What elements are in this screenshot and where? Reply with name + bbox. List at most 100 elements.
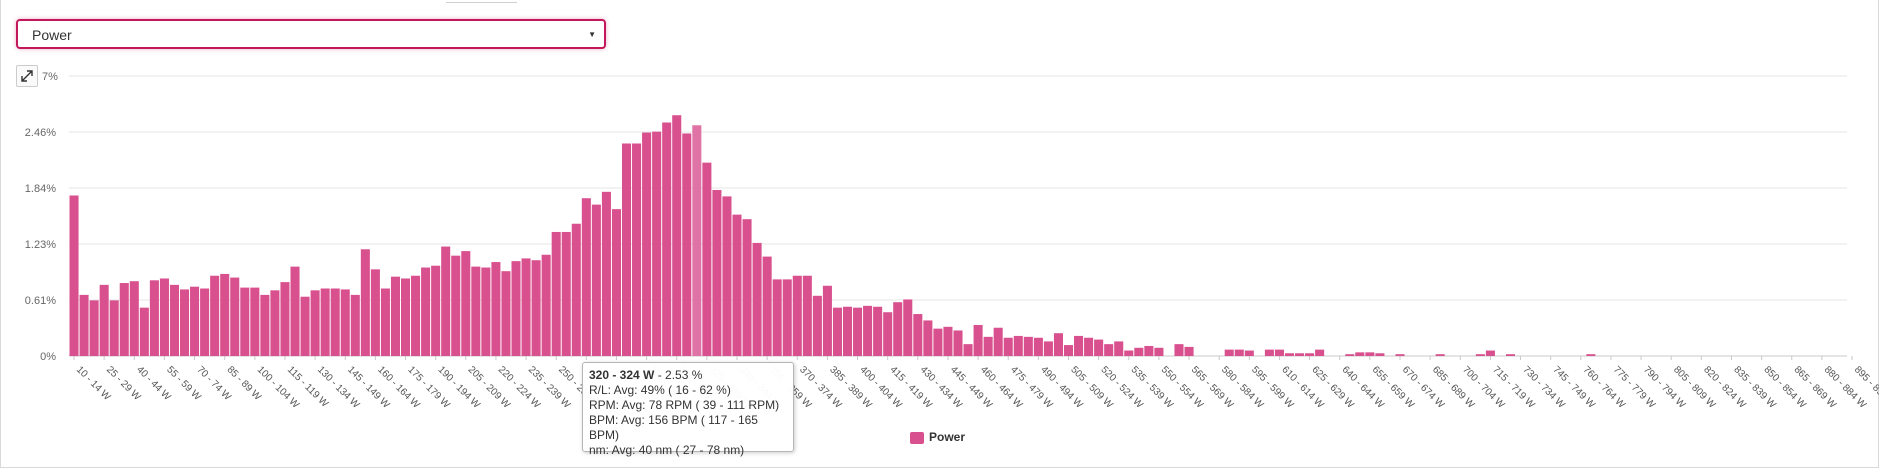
bar[interactable] (571, 223, 581, 356)
bar[interactable] (913, 314, 923, 356)
bar[interactable] (159, 278, 169, 356)
bar[interactable] (983, 336, 993, 356)
bar[interactable] (1505, 354, 1516, 356)
bar[interactable] (79, 294, 89, 356)
bar[interactable] (1084, 337, 1094, 356)
bar[interactable] (601, 191, 611, 356)
bar[interactable] (330, 288, 340, 356)
bar[interactable] (873, 306, 883, 356)
bar[interactable] (511, 261, 521, 356)
bar[interactable] (772, 279, 782, 356)
bar[interactable] (893, 302, 903, 356)
bar[interactable] (149, 280, 159, 356)
bar[interactable] (621, 143, 632, 356)
bar[interactable] (652, 131, 662, 356)
bar[interactable] (250, 287, 260, 356)
bar[interactable] (1234, 349, 1244, 356)
bar[interactable] (812, 295, 822, 356)
bar[interactable] (310, 290, 320, 356)
bar[interactable] (1435, 354, 1445, 356)
bar[interactable] (1295, 353, 1305, 356)
bar[interactable] (481, 267, 491, 356)
bar[interactable] (119, 283, 129, 356)
bar[interactable] (210, 275, 220, 356)
bar[interactable] (1094, 339, 1104, 356)
bar[interactable] (451, 255, 461, 356)
bar[interactable] (1586, 354, 1596, 356)
bar[interactable] (712, 190, 722, 356)
bar[interactable] (1315, 349, 1325, 356)
bar[interactable] (521, 258, 531, 356)
bar[interactable] (1033, 337, 1043, 356)
bar[interactable] (1284, 353, 1295, 356)
bar[interactable] (732, 214, 742, 356)
bar[interactable] (822, 285, 832, 356)
bar[interactable] (370, 269, 380, 356)
bar[interactable] (591, 204, 601, 356)
bar[interactable] (832, 307, 842, 356)
bar[interactable] (350, 294, 360, 356)
bar[interactable] (782, 279, 792, 356)
expand-button[interactable] (16, 65, 38, 87)
bar[interactable] (260, 294, 270, 356)
bar[interactable] (220, 273, 230, 356)
bar[interactable] (99, 284, 109, 356)
bar[interactable] (431, 265, 441, 356)
bar[interactable] (89, 300, 99, 356)
bar[interactable] (1144, 345, 1154, 356)
bar[interactable] (953, 330, 963, 356)
bar[interactable] (380, 288, 390, 356)
bar[interactable] (802, 275, 812, 356)
bar[interactable] (390, 276, 400, 356)
bar[interactable] (842, 306, 853, 356)
bar[interactable] (139, 307, 149, 356)
bar[interactable] (1174, 344, 1184, 356)
bar[interactable] (69, 195, 79, 356)
bar[interactable] (1154, 347, 1164, 356)
bar[interactable] (270, 290, 280, 356)
bar[interactable] (280, 282, 290, 356)
bar[interactable] (923, 320, 933, 356)
bar[interactable] (1124, 350, 1134, 356)
bar[interactable] (762, 256, 772, 356)
bar[interactable] (1365, 352, 1375, 356)
bar[interactable] (1395, 354, 1405, 356)
bar[interactable] (531, 260, 541, 356)
bar[interactable] (853, 307, 863, 356)
bar[interactable] (672, 115, 682, 356)
bar[interactable] (973, 324, 983, 356)
bar[interactable] (863, 305, 873, 356)
legend-item-power[interactable]: Power (910, 430, 965, 444)
bar[interactable] (963, 344, 973, 356)
bar[interactable] (1305, 353, 1315, 356)
bar[interactable] (943, 326, 953, 356)
bar[interactable] (1043, 341, 1053, 356)
bar[interactable] (320, 288, 330, 356)
bar[interactable] (581, 198, 591, 356)
bar[interactable] (1134, 347, 1144, 356)
bar[interactable] (662, 122, 672, 356)
bar[interactable] (400, 278, 411, 356)
bar[interactable] (692, 125, 702, 356)
bar[interactable] (1184, 346, 1194, 356)
bar[interactable] (1375, 353, 1385, 356)
bar[interactable] (129, 281, 139, 356)
bar[interactable] (752, 242, 762, 356)
bar[interactable] (200, 288, 210, 356)
bar[interactable] (1023, 336, 1033, 356)
bar[interactable] (993, 327, 1003, 356)
bar[interactable] (883, 312, 893, 356)
bar[interactable] (903, 299, 913, 356)
bar[interactable] (1074, 335, 1084, 356)
bar[interactable] (169, 284, 179, 356)
bar[interactable] (551, 231, 561, 356)
bar[interactable] (1053, 333, 1063, 356)
bar[interactable] (300, 296, 310, 356)
bar[interactable] (340, 289, 350, 356)
bar[interactable] (360, 249, 370, 356)
bar[interactable] (1224, 349, 1234, 356)
bar[interactable] (421, 267, 431, 356)
bar[interactable] (1274, 349, 1284, 356)
bar[interactable] (742, 219, 752, 356)
bar[interactable] (632, 143, 642, 356)
